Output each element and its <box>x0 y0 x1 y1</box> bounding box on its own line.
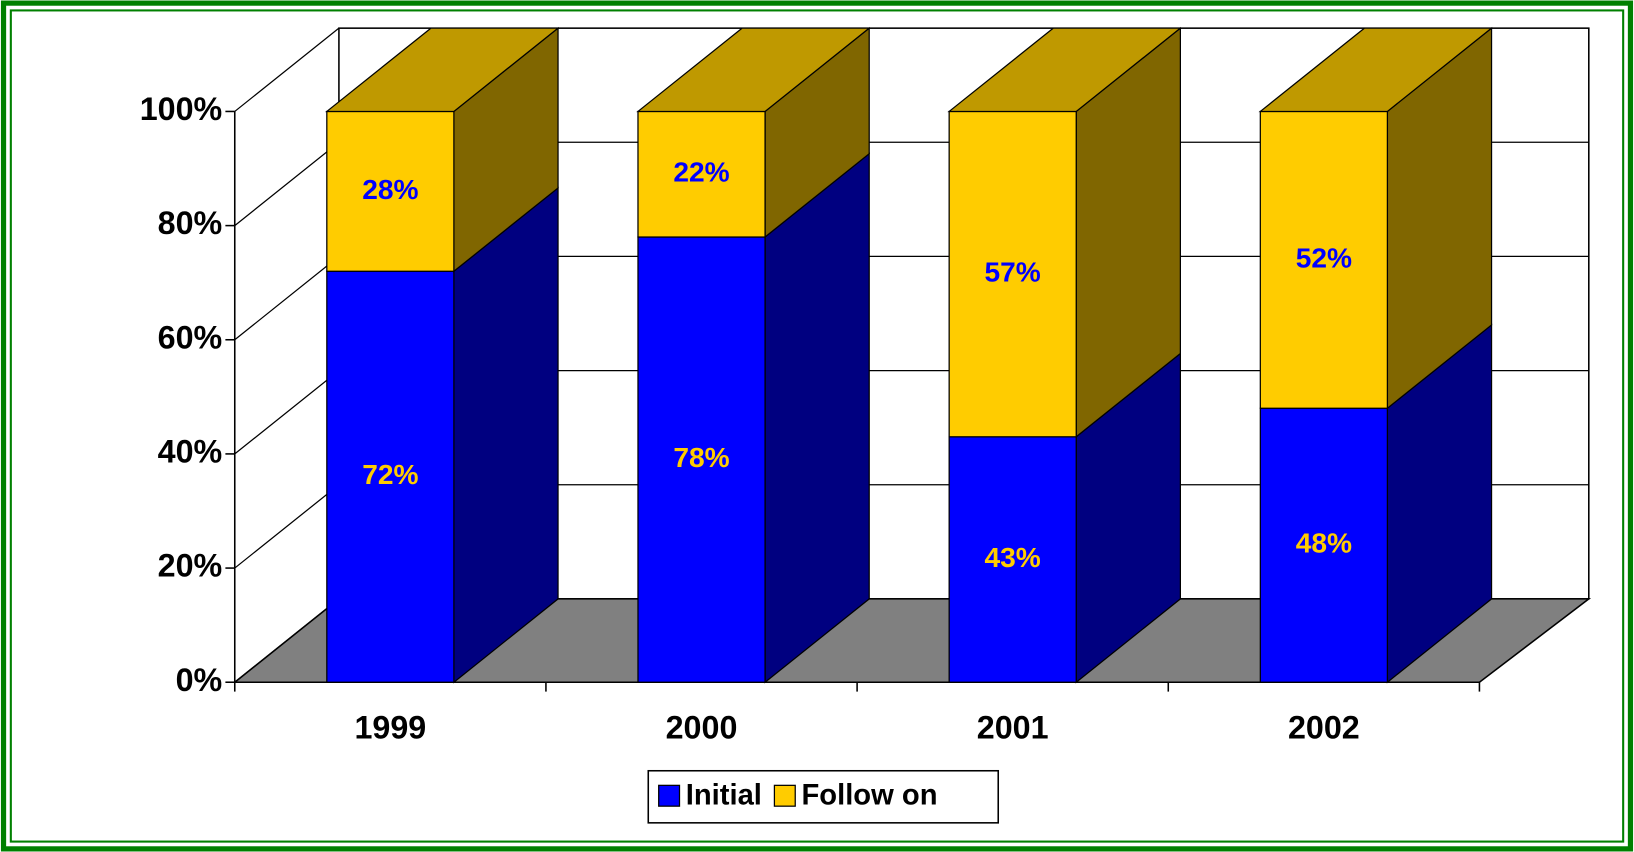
y-tick-label: 100% <box>140 91 223 127</box>
data-label: 48% <box>1296 528 1352 559</box>
bar-top <box>636 27 871 113</box>
y-tick-label: 60% <box>158 319 223 355</box>
bar-side <box>764 152 870 684</box>
data-label: 57% <box>985 257 1041 288</box>
bar <box>326 270 455 683</box>
x-tick-label: 1999 <box>354 710 426 746</box>
x-tick-label: 2002 <box>1288 710 1360 746</box>
bar <box>948 110 1077 438</box>
legend-swatch <box>658 784 681 807</box>
data-label: 78% <box>673 442 729 473</box>
bar <box>948 436 1077 683</box>
bar <box>637 236 766 683</box>
data-label: 72% <box>362 459 418 490</box>
bar <box>1259 110 1389 409</box>
y-tick-label: 0% <box>176 662 223 698</box>
bar <box>637 110 766 238</box>
bar-side <box>453 186 559 684</box>
x-tick-label: 2001 <box>977 710 1049 746</box>
legend-swatch <box>773 784 796 807</box>
y-tick-label: 20% <box>158 548 223 584</box>
bar-top <box>1258 27 1494 113</box>
data-label: 52% <box>1296 242 1352 273</box>
frame-inner <box>9 9 1625 843</box>
data-label: 22% <box>673 157 729 188</box>
bar-top <box>325 27 560 113</box>
bar <box>1259 407 1389 683</box>
data-label: 43% <box>985 542 1041 573</box>
legend <box>647 769 1000 824</box>
y-tick-label: 80% <box>158 205 223 241</box>
x-tick-label: 2000 <box>666 710 738 746</box>
legend-label: Initial <box>686 780 762 812</box>
y-tick-label: 40% <box>158 433 223 469</box>
legend-label: Follow on <box>801 780 937 812</box>
bar-top <box>947 27 1183 113</box>
data-label: 28% <box>362 174 418 205</box>
bar <box>326 110 455 272</box>
